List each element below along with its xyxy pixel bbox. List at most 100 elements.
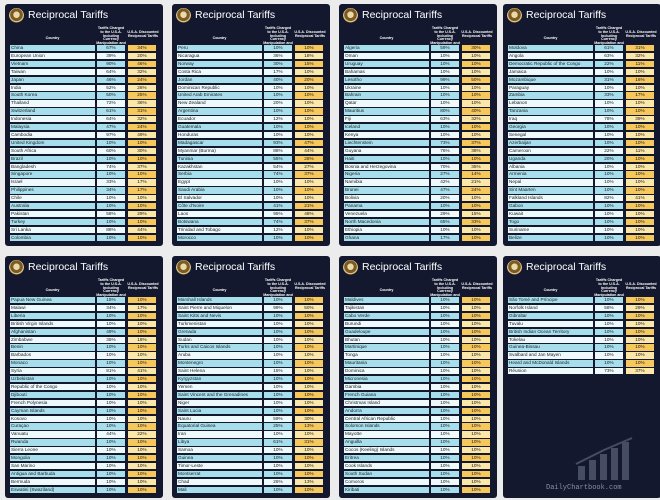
table-row: Micronesia 10% 10% [344, 376, 492, 383]
tariff-charged-cell: 10% [431, 344, 459, 351]
reciprocal-tariff-cell: 30% [295, 415, 323, 422]
reciprocal-tariff-cell: 10% [128, 155, 156, 162]
tariff-charged-cell: 10% [264, 431, 292, 438]
reciprocal-tariff-cell: 10% [626, 312, 654, 320]
country-cell: Togo [508, 218, 593, 226]
reciprocal-tariff-cell: 10% [295, 431, 323, 438]
country-cell: European Union [10, 52, 95, 60]
reciprocal-tariff-cell: 10% [626, 297, 654, 304]
country-cell: Equatorial Guinea [177, 423, 262, 430]
country-cell: Papua New Guinea [10, 297, 95, 304]
tariff-charged-cell: 95% [264, 210, 292, 218]
table-row: Cocos (Keeling) Islands 10% 10% [344, 447, 492, 454]
reciprocal-tariff-cell: 10% [128, 171, 156, 178]
tariff-charged-cell: 12% [264, 226, 292, 234]
reciprocal-tariff-cell: 21% [295, 203, 323, 210]
tariff-charged-cell: 10% [264, 297, 292, 304]
table-row: Israel 33% 17% [10, 179, 158, 186]
tariff-charged-cell: 10% [595, 328, 623, 335]
table-row: Ukraine 10% 10% [344, 84, 492, 91]
tariff-charged-cell: 10% [264, 391, 292, 399]
country-cell: Turkey [10, 218, 95, 226]
country-cell: Turkmenistan [177, 320, 262, 328]
tariff-charged-cell: 10% [97, 320, 125, 328]
tariff-charged-cell: 10% [431, 155, 459, 162]
table-row: Brazil 10% 10% [10, 155, 158, 162]
tariff-charged-cell: 40% [264, 76, 292, 83]
column-header-country: Country [379, 288, 394, 292]
tariff-charged-cell: 10% [431, 470, 459, 478]
reciprocal-tariff-cell: 10% [128, 328, 156, 335]
tariff-charged-cell: 22% [595, 60, 623, 68]
tariff-charged-cell: 20% [264, 100, 292, 107]
table-row: Christmas Island 10% 10% [344, 399, 492, 407]
reciprocal-tariff-cell: 10% [295, 179, 323, 186]
table-row: Bahamas 10% 10% [344, 68, 492, 76]
country-cell: Djibouti [10, 391, 95, 399]
table-row: Equatorial Guinea 25% 13% [177, 423, 325, 430]
tariff-charged-cell: 74% [264, 218, 292, 226]
reciprocal-tariff-cell: 10% [128, 439, 156, 446]
table-row: Vietnam 90% 46% [10, 60, 158, 68]
tariff-charged-cell: 67% [97, 45, 125, 52]
reciprocal-tariff-cell: 13% [295, 478, 323, 486]
table-row: Pakistan 58% 29% [10, 210, 158, 218]
tariff-charged-cell: 33% [595, 92, 623, 99]
country-cell: Paraguay [508, 84, 593, 91]
tariff-charged-cell: 10% [97, 312, 125, 320]
tariff-charged-cell: 65% [431, 218, 459, 226]
country-cell: Monaco [10, 360, 95, 367]
reciprocal-tariff-cell: 10% [295, 383, 323, 391]
table-title: Reciprocal Tariffs [195, 9, 276, 21]
table-row: Qatar 10% 10% [344, 100, 492, 107]
tariff-charged-cell: 10% [431, 328, 459, 335]
tariff-charged-cell: 64% [97, 116, 125, 123]
reciprocal-tariff-cell: 10% [626, 187, 654, 194]
tariff-charged-cell: 10% [595, 320, 623, 328]
country-cell: Maldives [344, 297, 429, 304]
table-row: Tokelau 10% 10% [508, 336, 656, 343]
reciprocal-tariff-cell: 10% [295, 391, 323, 399]
table-row: South Sudan 10% 10% [344, 470, 492, 478]
table-row: India 52% 26% [10, 84, 158, 91]
reciprocal-tariff-cell: 38% [462, 147, 490, 155]
tariff-charged-cell: 10% [595, 218, 623, 226]
tariff-table-4: Reciprocal Tariffs Country Tariffs Charged… [503, 4, 660, 246]
country-cell: Christmas Island [344, 399, 429, 407]
reciprocal-tariff-cell: 10% [295, 376, 323, 383]
table-row: Monaco 10% 10% [10, 360, 158, 367]
country-cell: Suriname [508, 226, 593, 234]
tariff-charged-cell: 10% [97, 391, 125, 399]
country-cell: Saint Pierre and Miquelon [177, 304, 262, 312]
country-cell: Brunei [344, 187, 429, 194]
tariff-charged-cell: 73% [595, 368, 623, 375]
column-header-country: Country [379, 36, 394, 40]
reciprocal-tariff-cell: 10% [128, 376, 156, 383]
table-row: French Polynesia 10% 10% [10, 399, 158, 407]
presidential-seal-icon [507, 260, 522, 275]
tariff-charged-cell: 90% [97, 60, 125, 68]
reciprocal-tariff-cell: 31% [128, 108, 156, 115]
country-cell: Sudan [177, 336, 262, 343]
country-cell: Israel [10, 179, 95, 186]
country-cell: Colombia [10, 234, 95, 241]
presidential-seal-icon [176, 260, 191, 275]
tariff-charged-cell: 10% [431, 399, 459, 407]
table-row: Central African Republic 10% 10% [344, 415, 492, 422]
reciprocal-tariff-cell: 10% [462, 297, 490, 304]
tariff-charged-cell: 10% [97, 218, 125, 226]
tariff-charged-cell: 76% [431, 147, 459, 155]
table-row: Argentina 10% 10% [177, 108, 325, 115]
reciprocal-tariff-cell: 10% [626, 218, 654, 226]
reciprocal-tariff-cell: 46% [128, 60, 156, 68]
table-row: Mozambique 31% 16% [508, 76, 656, 83]
country-cell: Bolivia [344, 195, 429, 202]
country-cell: Saint Kitts and Nevis [177, 312, 262, 320]
country-cell: Norway [177, 60, 262, 68]
tariff-charged-cell: 10% [431, 124, 459, 131]
reciprocal-tariff-cell: 10% [626, 210, 654, 218]
reciprocal-tariff-cell: 10% [462, 328, 490, 335]
tariff-charged-cell: 44% [97, 431, 125, 438]
country-cell: Sierra Leone [10, 447, 95, 454]
tariff-charged-cell: 73% [431, 139, 459, 147]
